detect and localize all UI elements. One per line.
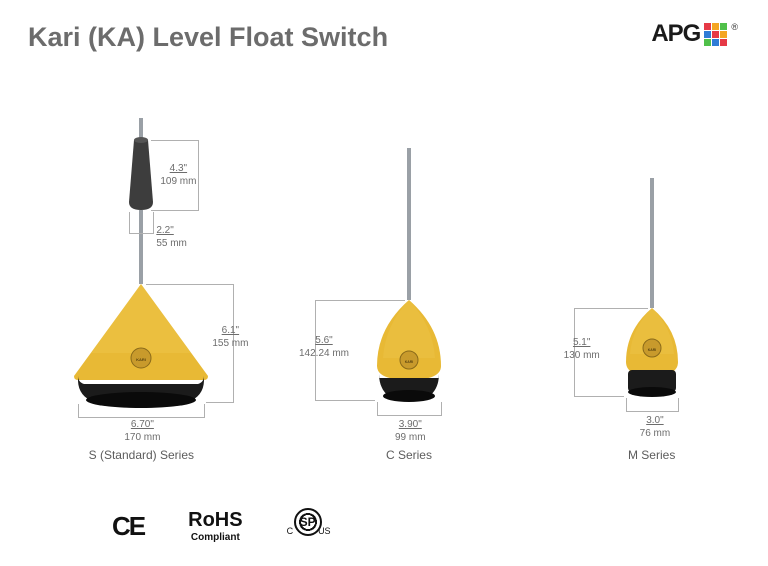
certifications-row: CE RoHS Compliant SP C US bbox=[112, 506, 329, 546]
dim-s-float-h-in: 6.1" bbox=[212, 324, 248, 337]
dim-s-float-h-mm: 155 mm bbox=[212, 338, 248, 349]
dim-m-float-w-in: 3.0" bbox=[640, 414, 671, 427]
dim-m-float-h-in: 5.1" bbox=[564, 336, 600, 349]
series-label-c: C Series bbox=[386, 448, 432, 462]
apg-logo: APG ® bbox=[651, 20, 738, 48]
registered-mark: ® bbox=[731, 22, 738, 32]
dim-m-float-h-mm: 130 mm bbox=[564, 350, 600, 361]
product-c-drawing: KARI 5.6" 142.24 mm 3.90" 99 mm bbox=[339, 118, 479, 418]
rohs-line1: RoHS bbox=[188, 509, 242, 532]
svg-text:KARI: KARI bbox=[136, 357, 146, 362]
product-c-series: KARI 5.6" 142.24 mm 3.90" 99 mm C Series bbox=[339, 118, 479, 462]
rohs-line2: Compliant bbox=[188, 532, 242, 543]
rohs-mark-icon: RoHS Compliant bbox=[188, 509, 242, 543]
product-m-drawing: KARI 5.1" 130 mm 3.0" 76 mm bbox=[592, 118, 712, 418]
dim-c-float-w-mm: 99 mm bbox=[395, 432, 426, 443]
dim-s-weight-w-mm: 55 mm bbox=[156, 238, 187, 249]
product-m-series: KARI 5.1" 130 mm 3.0" 76 mm M Series bbox=[592, 118, 712, 462]
dim-s-float-w-mm: 170 mm bbox=[124, 432, 160, 443]
csa-c: C bbox=[287, 526, 294, 536]
dim-s-weight-w-in: 2.2" bbox=[156, 224, 187, 237]
dim-c-float-h-in: 5.6" bbox=[299, 334, 349, 347]
logo-text: APG bbox=[651, 20, 700, 48]
page-title: Kari (KA) Level Float Switch bbox=[28, 22, 388, 53]
svg-text:KARI: KARI bbox=[405, 360, 414, 364]
ce-mark-icon: CE bbox=[112, 511, 144, 542]
series-label-m: M Series bbox=[628, 448, 675, 462]
dim-s-weight-h-mm: 109 mm bbox=[160, 176, 196, 187]
logo-grid-icon bbox=[704, 23, 727, 46]
product-s-series: KARI 4.3" 109 mm 2.2" 55 mm 6.1" 155 bbox=[56, 118, 226, 462]
csa-mark-icon: SP C US bbox=[287, 506, 329, 546]
product-s-drawing: KARI 4.3" 109 mm 2.2" 55 mm 6.1" 155 bbox=[56, 118, 226, 418]
float-m-icon: KARI bbox=[592, 118, 712, 418]
dim-c-float-w-in: 3.90" bbox=[395, 418, 426, 431]
csa-us: US bbox=[318, 526, 331, 536]
float-c-icon: KARI bbox=[339, 118, 479, 418]
products-row: KARI 4.3" 109 mm 2.2" 55 mm 6.1" 155 bbox=[0, 122, 768, 462]
dim-s-float-w-in: 6.70" bbox=[124, 418, 160, 431]
dim-s-weight-h-in: 4.3" bbox=[160, 162, 196, 175]
svg-text:KARI: KARI bbox=[647, 348, 656, 352]
series-label-s: S (Standard) Series bbox=[89, 448, 194, 462]
dim-c-float-h-mm: 142.24 mm bbox=[299, 348, 349, 359]
float-s-icon: KARI bbox=[56, 118, 226, 418]
dim-m-float-w-mm: 76 mm bbox=[640, 428, 671, 439]
